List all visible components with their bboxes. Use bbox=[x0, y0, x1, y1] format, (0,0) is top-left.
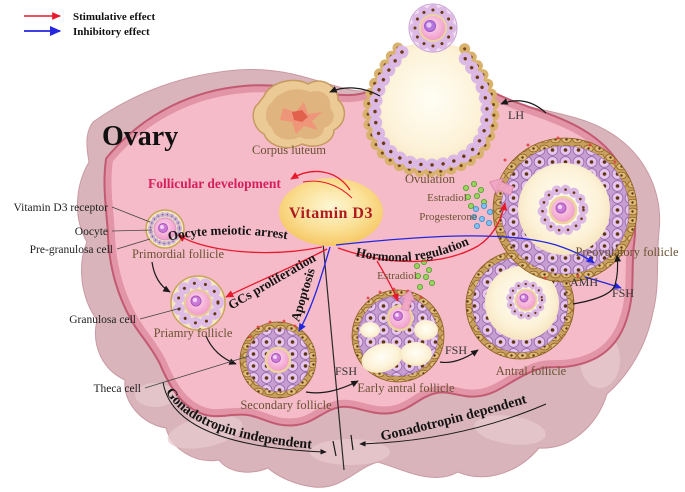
primary-follicle-label: Priamry follicle bbox=[154, 326, 233, 340]
arrow-to-corpus-luteum bbox=[329, 86, 381, 97]
secondary-follicle bbox=[239, 319, 317, 399]
corpus-luteum-label: Corpus luteum bbox=[252, 143, 326, 157]
gonadotropin-divider-line bbox=[321, 231, 345, 471]
estradiol-ovulation-label: Estradiol bbox=[427, 192, 467, 204]
arrow-follicular-development bbox=[290, 170, 351, 191]
arrow-apoptosis bbox=[298, 246, 331, 332]
arrow-gcs-proliferation bbox=[225, 248, 328, 298]
secondary-follicle-label: Secondary follicle bbox=[240, 398, 332, 412]
estradiol-antral-label: Estradiol bbox=[377, 270, 417, 282]
arrow-estradiol-early-antral bbox=[376, 260, 399, 302]
early-antral-follicle bbox=[351, 287, 445, 383]
fsh-antral-label: FSH bbox=[445, 343, 467, 357]
secretion-arrow-early-antral bbox=[399, 289, 416, 312]
arrow-gonadotropin-dependent bbox=[359, 403, 547, 447]
primordial-follicle bbox=[145, 209, 185, 249]
antrum bbox=[414, 320, 438, 340]
leader-granulosa bbox=[139, 307, 182, 320]
arrow-lh bbox=[500, 98, 547, 114]
preovulatory-follicle bbox=[492, 136, 638, 283]
antrum bbox=[360, 322, 380, 338]
antrum bbox=[361, 343, 403, 373]
vitamin-d3-label: Vitamin D3 bbox=[289, 205, 373, 222]
legend: Stimulative effect Inhibitory effect bbox=[24, 11, 155, 38]
antrum bbox=[400, 342, 432, 366]
ovary-title: Ovary bbox=[102, 121, 178, 152]
tick-dependent bbox=[350, 434, 354, 451]
progesterone-dots bbox=[470, 202, 493, 229]
vitamin-d3-node bbox=[279, 178, 383, 246]
antrum bbox=[368, 40, 494, 172]
vitamin-d3-receptor-label: Vitamin D3 receptor bbox=[14, 202, 109, 214]
arrow-inhibit-amh bbox=[335, 235, 595, 264]
ovulation-label: Ovulation bbox=[405, 172, 456, 186]
arrow-primary-to-secondary bbox=[205, 335, 237, 365]
arrow-fsh-antral bbox=[439, 349, 479, 364]
secretion-arrow-preovulatory bbox=[488, 177, 515, 196]
progesterone-label: Progesterone bbox=[419, 211, 477, 223]
fsh-preovulatory-label: FSH bbox=[612, 286, 634, 300]
estradiol-dots-antral bbox=[413, 258, 435, 290]
early-antral-follicle-label: Early antral follicle bbox=[357, 381, 455, 395]
tick-independent bbox=[332, 440, 337, 457]
pre-granulosa-cell-label: Pre-granulosa cell bbox=[30, 244, 113, 256]
arrow-fsh-preovulatory bbox=[572, 254, 622, 305]
arrow-primordial-to-primary bbox=[151, 261, 171, 293]
leader-vitamin-d3-receptor bbox=[111, 206, 151, 223]
arrow-gonadotropin-independent bbox=[162, 381, 327, 455]
arrow-amh-inhibits-fsh bbox=[584, 276, 622, 289]
primordial-follicle-label: Primordial follicle bbox=[132, 247, 224, 261]
legend-stimulative-label: Stimulative effect bbox=[73, 11, 155, 23]
oocyte-label: Oocyte bbox=[75, 226, 108, 238]
cumulus-oocyte-complex bbox=[408, 3, 458, 53]
fsh-secondary-label: FSH bbox=[335, 364, 357, 378]
red-speckles bbox=[366, 287, 423, 300]
arrow-follicular-development-2 bbox=[302, 180, 353, 199]
leader-oocyte bbox=[111, 229, 153, 232]
primary-follicle bbox=[170, 275, 226, 331]
leader-theca bbox=[144, 355, 250, 389]
preovulatory-follicle-label: Preovulatory follicle bbox=[575, 245, 679, 259]
theca-cell-label: Theca cell bbox=[93, 383, 141, 395]
red-speckles bbox=[248, 319, 297, 339]
legend-inhibitory-label: Inhibitory effect bbox=[73, 26, 150, 38]
oocyte-meiotic-arrest-label: Oocyte meiotic arrest bbox=[167, 222, 290, 243]
follicular-development-label: Follicular development bbox=[148, 176, 281, 191]
ovulating-follicle bbox=[368, 3, 494, 172]
granulosa-cell-label: Granulosa cell bbox=[69, 314, 136, 326]
arrow-hormonal-regulation bbox=[337, 202, 508, 263]
leader-pre-granulosa bbox=[116, 238, 151, 250]
oocyte-meiotic-arrest-text: Oocyte meiotic arrest bbox=[167, 222, 290, 243]
lh-label: LH bbox=[508, 108, 524, 122]
red-speckles bbox=[496, 136, 617, 280]
antral-follicle-label: Antral follicle bbox=[496, 364, 567, 378]
arrow-oocyte-meiotic-arrest bbox=[177, 234, 323, 254]
arrow-fsh-secondary bbox=[305, 380, 359, 394]
amh-label: AMH bbox=[570, 275, 598, 289]
corpus-luteum bbox=[252, 79, 346, 149]
